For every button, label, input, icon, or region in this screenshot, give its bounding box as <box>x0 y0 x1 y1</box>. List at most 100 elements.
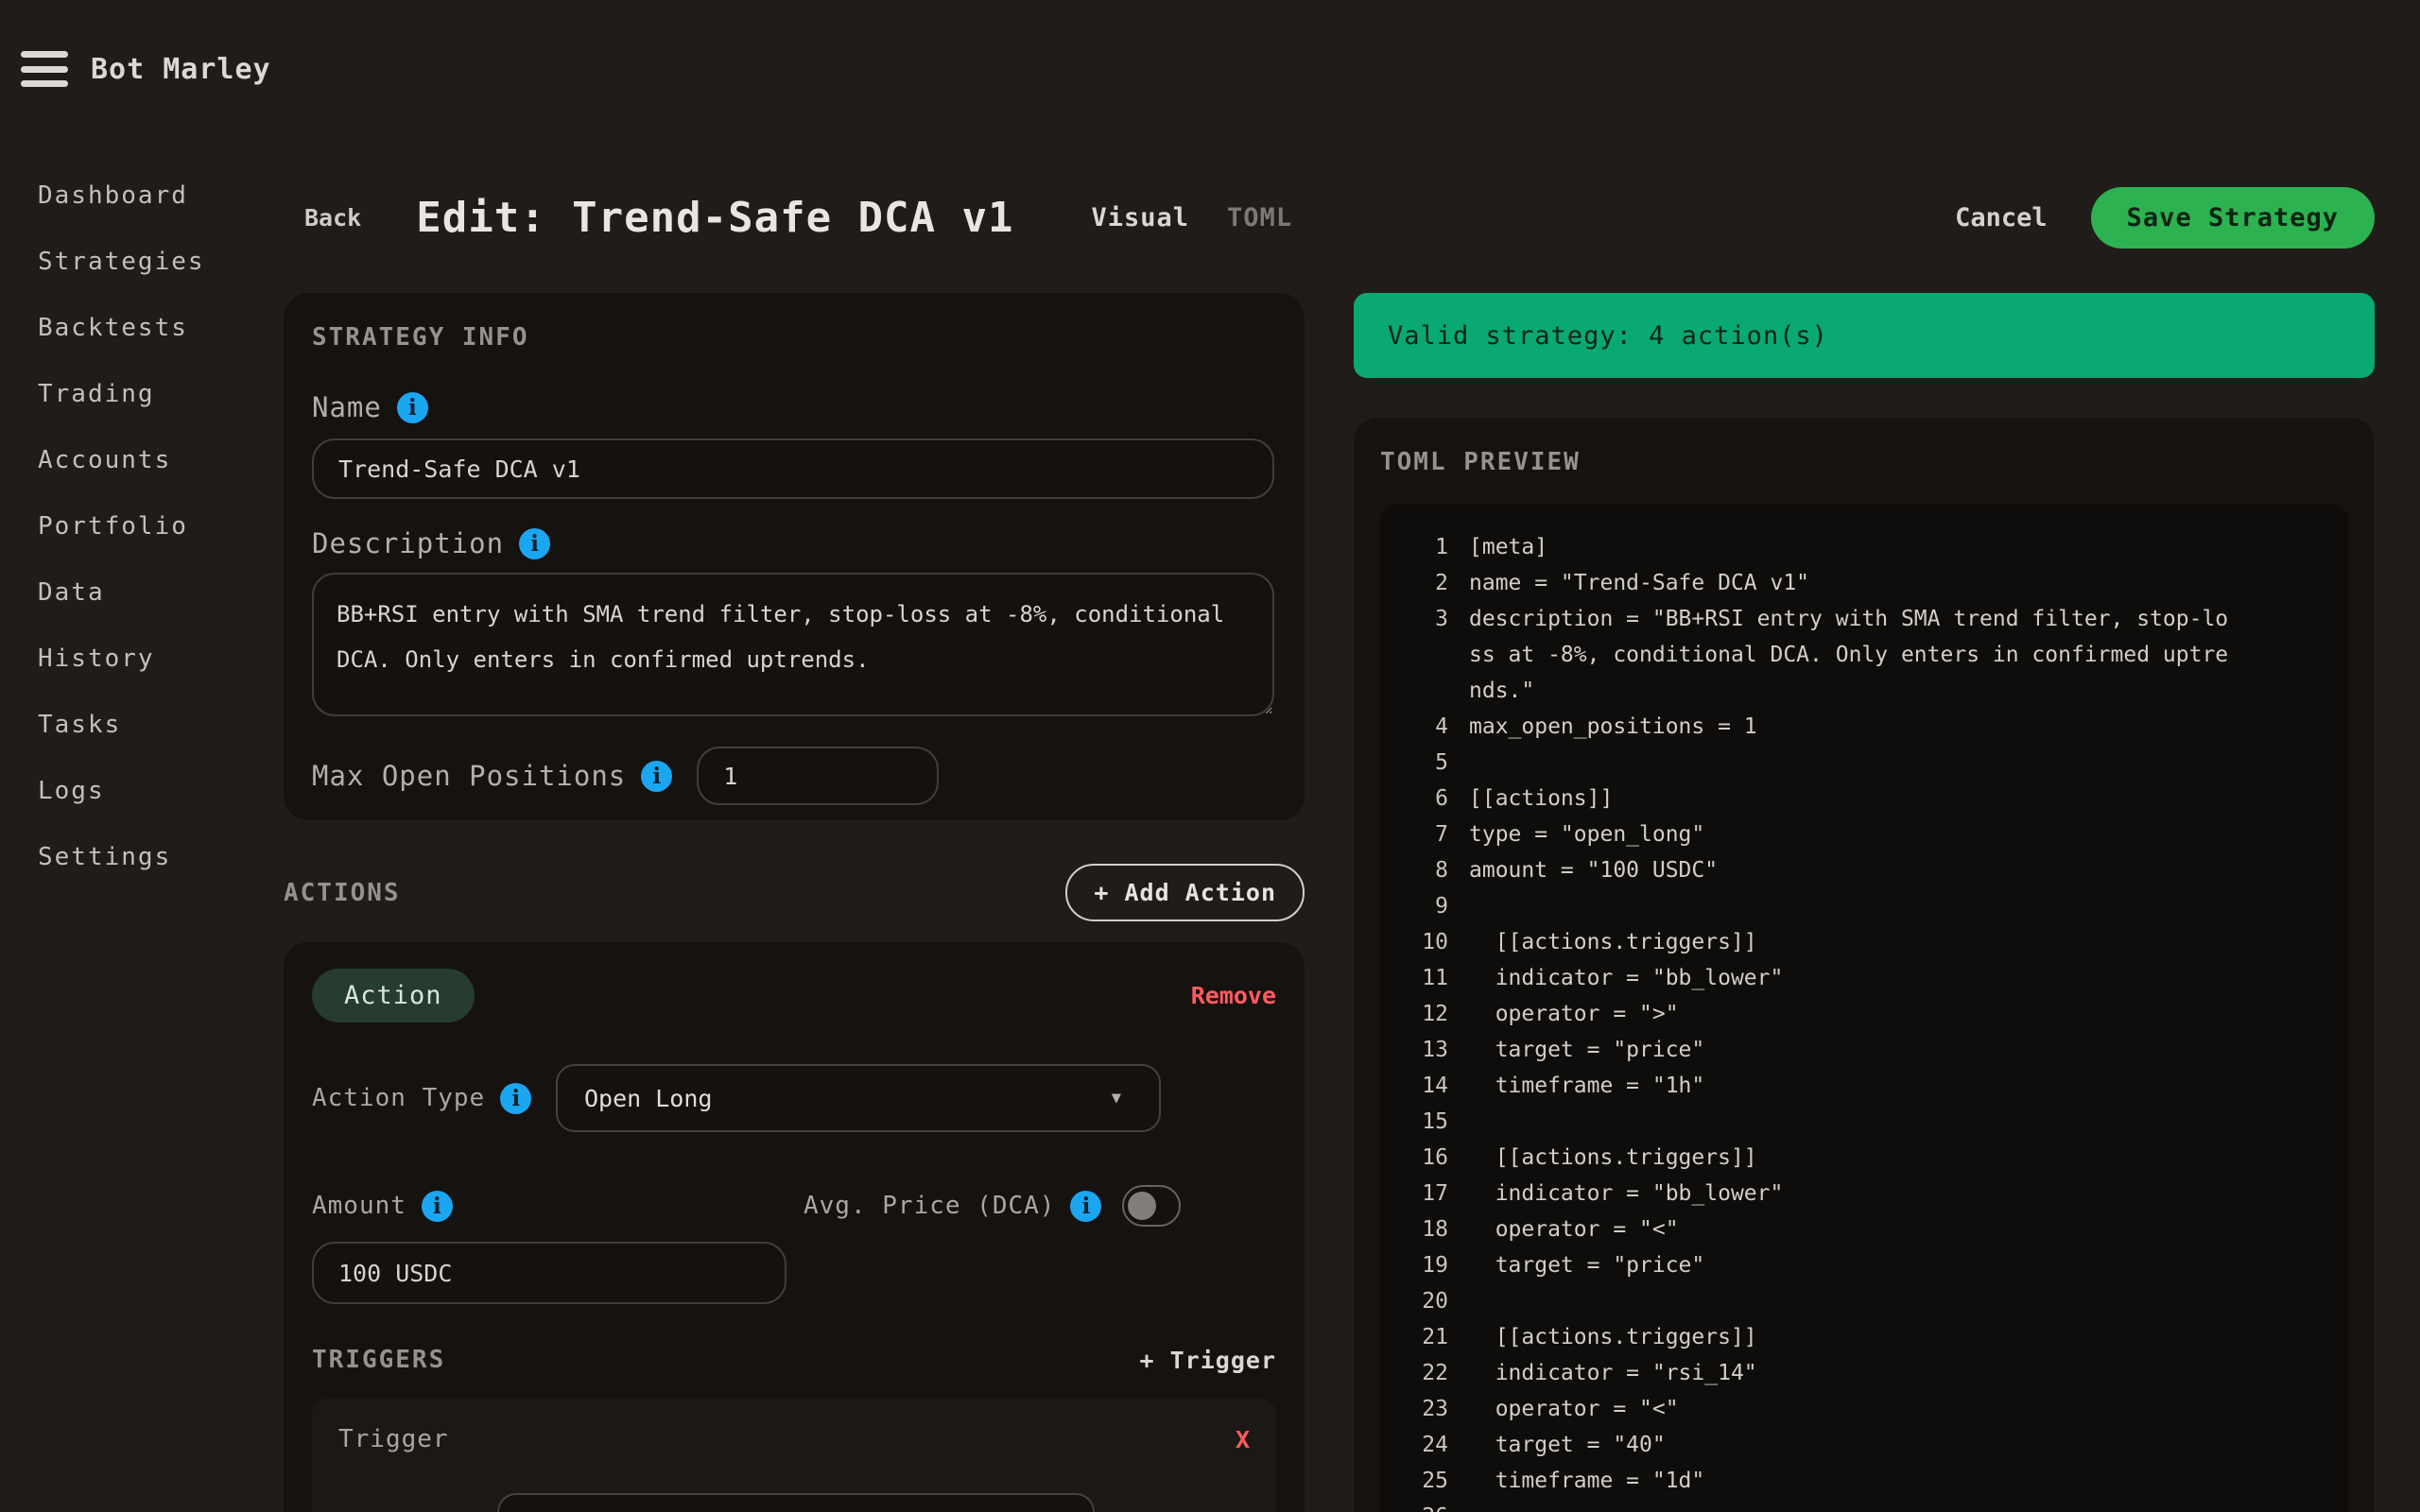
line-number: 26 <box>1407 1499 1448 1512</box>
code-line: 13 target = "price" <box>1407 1032 2322 1068</box>
name-label: Name <box>312 391 382 423</box>
toml-code-block[interactable]: 1 [meta] 2 name = "Trend-Safe DCA v1" 3 <box>1380 505 2348 1512</box>
sidebar-item[interactable]: Data <box>38 578 105 607</box>
sidebar-item[interactable]: History <box>38 644 155 673</box>
code-line: 16 [[actions.triggers]] <box>1407 1140 2322 1176</box>
line-number: 14 <box>1422 1074 1448 1098</box>
code-line: 7 type = "open_long" <box>1407 816 2322 852</box>
code-text: indicator = "rsi_14" <box>1469 1361 1757 1385</box>
code-line: 18 operator = "<" <box>1407 1211 2322 1247</box>
strategy-info-heading: STRATEGY INFO <box>312 323 529 352</box>
info-icon[interactable]: i <box>396 391 428 423</box>
validation-banner: Valid strategy: 4 action(s) <box>1354 293 2375 378</box>
code-line: ss at -8%, conditional DCA. Only enters … <box>1407 637 2322 673</box>
code-text: description = "BB+RSI entry with SMA tre… <box>1469 607 2229 631</box>
line-number: 9 <box>1435 894 1448 919</box>
code-text: [[actions.triggers]] <box>1469 1145 1757 1170</box>
sidebar-item[interactable]: Trading <box>38 380 155 408</box>
code-text: operator = "<" <box>1469 1397 1679 1421</box>
description-textarea[interactable]: BB+RSI entry with SMA trend filter, stop… <box>312 573 1274 716</box>
strategy-info-card: STRATEGY INFO Name i Description i BB+RS… <box>284 293 1305 820</box>
line-number: 6 <box>1435 786 1448 811</box>
code-line: 22 indicator = "rsi_14" <box>1407 1355 2322 1391</box>
code-line: 1 [meta] <box>1407 529 2322 565</box>
max-open-positions-input[interactable] <box>697 747 940 805</box>
code-line: 4 max_open_positions = 1 <box>1407 709 2322 745</box>
remove-trigger-button[interactable]: X <box>1235 1425 1250 1453</box>
code-line: 17 indicator = "bb_lower" <box>1407 1176 2322 1211</box>
code-text: [meta] <box>1469 535 1548 559</box>
code-text: [[actions.triggers]] <box>1469 930 1757 954</box>
toml-preview-heading: TOML PREVIEW <box>1380 448 1581 476</box>
toml-preview-card: TOML PREVIEW 1 [meta] 2 name = "Trend-Sa… <box>1354 418 2375 1512</box>
code-text: timeframe = "1d" <box>1469 1469 1705 1493</box>
add-trigger-button[interactable]: + Trigger <box>1139 1346 1276 1374</box>
code-text: nds." <box>1469 679 1535 703</box>
info-icon[interactable]: i <box>641 760 673 792</box>
line-number: 11 <box>1422 966 1448 990</box>
info-icon[interactable]: i <box>519 527 551 559</box>
code-line: 2 name = "Trend-Safe DCA v1" <box>1407 565 2322 601</box>
code-text: target = "price" <box>1469 1253 1705 1278</box>
line-number: 4 <box>1435 714 1448 739</box>
remove-action-button[interactable]: Remove <box>1190 982 1276 1009</box>
back-button[interactable]: Back <box>304 203 362 232</box>
max-open-positions-label: Max Open Positions <box>312 760 627 792</box>
trigger-type-select[interactable]: Technical Indicator ▼ <box>497 1493 1095 1512</box>
sidebar-item[interactable]: Tasks <box>38 711 122 739</box>
action-type-label: Action Type <box>312 1084 486 1112</box>
sidebar-item[interactable]: Settings <box>38 843 172 871</box>
code-line: 25 timeframe = "1d" <box>1407 1463 2322 1499</box>
name-input[interactable] <box>312 438 1274 499</box>
line-number: 2 <box>1435 571 1448 595</box>
description-label: Description <box>312 527 505 559</box>
sidebar-item[interactable]: Dashboard <box>38 181 188 210</box>
code-line: 9 <box>1407 888 2322 924</box>
cancel-button[interactable]: Cancel <box>1955 202 2048 232</box>
sidebar-item[interactable]: Strategies <box>38 248 205 276</box>
code-line: 5 <box>1407 745 2322 781</box>
code-line: 14 timeframe = "1h" <box>1407 1068 2322 1104</box>
code-line: 19 target = "price" <box>1407 1247 2322 1283</box>
line-number: 19 <box>1422 1253 1448 1278</box>
code-text: operator = "<" <box>1469 1217 1679 1242</box>
code-text: max_open_positions = 1 <box>1469 714 1757 739</box>
code-line: 12 operator = ">" <box>1407 996 2322 1032</box>
action-badge: Action <box>312 969 475 1022</box>
code-line: nds." <box>1407 673 2322 709</box>
code-text: name = "Trend-Safe DCA v1" <box>1469 571 1810 595</box>
line-number: 23 <box>1422 1397 1448 1421</box>
sidebar-item[interactable]: Backtests <box>38 314 188 342</box>
code-line: 11 indicator = "bb_lower" <box>1407 960 2322 996</box>
avg-price-dca-toggle[interactable] <box>1122 1185 1182 1227</box>
line-number: 1 <box>1435 535 1448 559</box>
view-tabs: Visual TOML <box>1092 203 1293 232</box>
line-number: 20 <box>1422 1289 1448 1314</box>
line-number: 7 <box>1435 822 1448 847</box>
amount-label: Amount <box>312 1192 406 1220</box>
menu-icon[interactable] <box>21 48 68 90</box>
sidebar-item[interactable]: Portfolio <box>38 512 188 541</box>
code-line: 23 operator = "<" <box>1407 1391 2322 1427</box>
line-number: 16 <box>1422 1145 1448 1170</box>
line-number: 18 <box>1422 1217 1448 1242</box>
sidebar-item[interactable]: Accounts <box>38 446 172 474</box>
trigger-label: Trigger <box>338 1425 449 1453</box>
tab-visual[interactable]: Visual <box>1091 202 1190 232</box>
save-strategy-button[interactable]: Save Strategy <box>2090 186 2375 249</box>
info-icon[interactable]: i <box>1070 1190 1102 1222</box>
line-number: 5 <box>1435 750 1448 775</box>
line-number: 22 <box>1422 1361 1448 1385</box>
action-type-select[interactable]: Open Long ▼ <box>556 1064 1161 1132</box>
code-text: [[actions]] <box>1469 786 1614 811</box>
code-text: timeframe = "1h" <box>1469 1074 1705 1098</box>
code-line: 26 <box>1407 1499 2322 1512</box>
sidebar-item[interactable]: Logs <box>38 777 105 805</box>
amount-input[interactable] <box>312 1242 786 1304</box>
info-icon[interactable]: i <box>421 1190 453 1222</box>
app-title: Bot Marley <box>91 52 271 86</box>
info-icon[interactable]: i <box>500 1082 532 1114</box>
tab-toml[interactable]: TOML <box>1227 202 1293 232</box>
code-line: 8 amount = "100 USDC" <box>1407 852 2322 888</box>
add-action-button[interactable]: + Add Action <box>1065 864 1305 921</box>
